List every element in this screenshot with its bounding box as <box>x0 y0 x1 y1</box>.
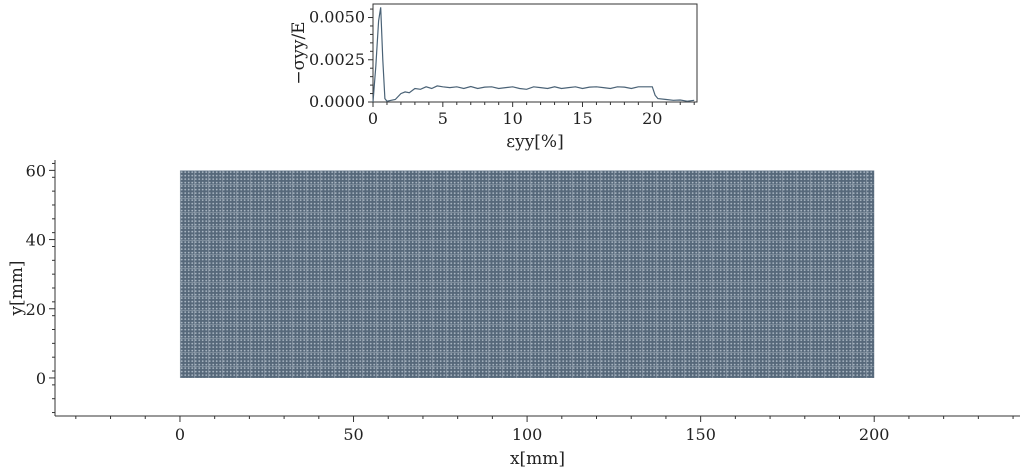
series-line <box>372 7 695 103</box>
y-tick-label: 20 <box>26 300 46 319</box>
x-tick-label: 200 <box>859 425 890 444</box>
stress-strain-plot: 0 5 10 15 20 0.0000 0.0025 0.0050 εyy[%] −σyy/E <box>289 3 698 152</box>
x-axis-label: εyy[%] <box>506 132 563 152</box>
y-tick-label: 0.0050 <box>309 8 365 27</box>
x-tick-label: 100 <box>512 425 543 444</box>
y-tick-label: 60 <box>26 161 46 180</box>
x-tick-label: 10 <box>502 109 522 128</box>
y-axis-label: −σyy/E <box>289 21 309 84</box>
x-axis-label: x[mm] <box>510 449 565 469</box>
plot-frame <box>372 3 698 103</box>
y-axis-label: y[mm] <box>7 260 27 316</box>
x-tick-label: 0 <box>175 425 185 444</box>
y-tick-label: 0.0025 <box>309 50 365 69</box>
x-tick-label: 20 <box>642 109 662 128</box>
y-tick-label: 0.0000 <box>309 92 365 111</box>
particle-grid <box>179 170 875 378</box>
x-tick-label: 5 <box>438 109 448 128</box>
x-tick-label: 15 <box>572 109 592 128</box>
particle-domain-plot: 0 50 100 150 200 0 20 40 60 x[mm] y[mm] <box>7 160 1020 469</box>
y-tick-label: 0 <box>36 369 46 388</box>
y-tick-label: 40 <box>26 231 46 250</box>
x-tick-label: 150 <box>685 425 716 444</box>
x-tick-label: 0 <box>368 109 378 128</box>
x-tick-label: 50 <box>343 425 363 444</box>
